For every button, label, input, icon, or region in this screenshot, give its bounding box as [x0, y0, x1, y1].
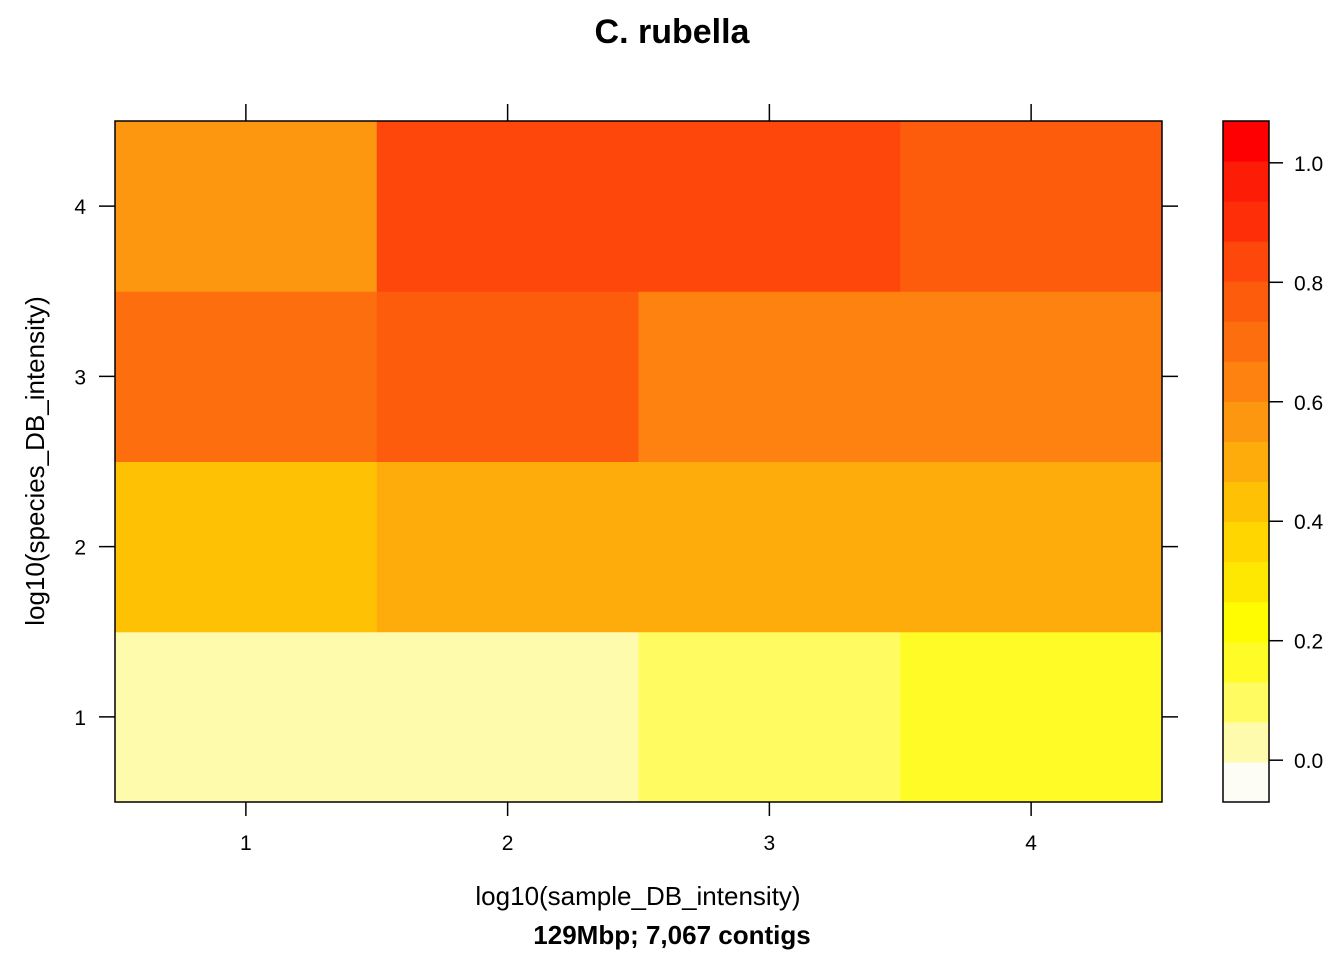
y-axis-label: log10(species_DB_intensity)	[20, 296, 50, 626]
colorbar-bin	[1223, 721, 1269, 763]
colorbar-ticks: 0.0 0.2 0.4 0.6 0.8 1.0	[1269, 153, 1324, 773]
colorbar	[1223, 121, 1269, 803]
x-axis-ticks: 1 2 3 4	[240, 104, 1037, 855]
heatmap-cell-4-1	[900, 631, 1163, 803]
heatmap-cell-4-2	[900, 461, 1163, 633]
colorbar-bin	[1223, 401, 1269, 442]
colorbar-bin	[1223, 561, 1269, 603]
colorbar-tick-label: 0.2	[1294, 631, 1323, 654]
colorbar-bin	[1223, 521, 1269, 563]
colorbar-bin	[1223, 281, 1269, 322]
heatmap-cell-2-3	[376, 291, 639, 462]
y-axis-ticks: 1 2 3 4	[74, 196, 1178, 730]
heatmap-cell-2-2	[376, 461, 639, 633]
colorbar-tick-label: 0.4	[1294, 511, 1324, 534]
colorbar-frame	[1222, 120, 1270, 803]
colorbar-bin	[1223, 481, 1269, 523]
heatmap-cell-4-4	[900, 121, 1163, 292]
x-tick-label: 4	[1025, 832, 1037, 855]
y-tick-label: 1	[74, 707, 86, 730]
colorbar-tick-label: 0.0	[1294, 750, 1323, 773]
chart-title: C. rubella	[595, 13, 751, 51]
x-tick-label: 3	[764, 832, 776, 855]
heatmap-cell-1-1	[115, 631, 378, 803]
y-tick-label: 4	[74, 196, 86, 219]
heatmap-cell-1-3	[115, 291, 378, 462]
colorbar-bin	[1223, 161, 1269, 202]
colorbar-tick-label: 0.6	[1294, 392, 1323, 415]
x-tick-label: 2	[502, 832, 514, 855]
heatmap-cell-3-2	[638, 461, 901, 633]
heatmap-cells	[115, 121, 1163, 803]
y-tick-label: 3	[74, 366, 86, 389]
heatmap-cell-1-4	[115, 121, 378, 292]
colorbar-bin	[1223, 681, 1269, 723]
heatmap-cell-3-3	[638, 291, 901, 462]
heatmap-cell-4-3	[900, 291, 1163, 462]
colorbar-bin	[1223, 201, 1269, 242]
plot-frame	[114, 120, 1163, 803]
heatmap-cell-2-4	[376, 121, 639, 292]
heatmap-cell-3-1	[638, 631, 901, 803]
colorbar-bin	[1223, 441, 1269, 483]
colorbar-bin	[1223, 361, 1269, 402]
colorbar-bin	[1223, 241, 1269, 282]
heatmap-cell-3-4	[638, 121, 901, 292]
colorbar-bin	[1223, 761, 1269, 803]
colorbar-bin	[1223, 641, 1269, 683]
colorbar-bin	[1223, 121, 1269, 162]
heatmap-cell-1-2	[115, 461, 378, 633]
chart-subtitle: 129Mbp; 7,067 contigs	[533, 920, 810, 950]
colorbar-bin	[1223, 321, 1269, 362]
x-tick-label: 1	[240, 832, 252, 855]
x-axis-label: log10(sample_DB_intensity)	[475, 881, 800, 911]
colorbar-tick-label: 1.0	[1294, 153, 1323, 176]
colorbar-tick-label: 0.8	[1294, 272, 1323, 295]
heatmap-cell-2-1	[376, 631, 639, 803]
colorbar-bin	[1223, 601, 1269, 643]
y-tick-label: 2	[74, 537, 86, 560]
